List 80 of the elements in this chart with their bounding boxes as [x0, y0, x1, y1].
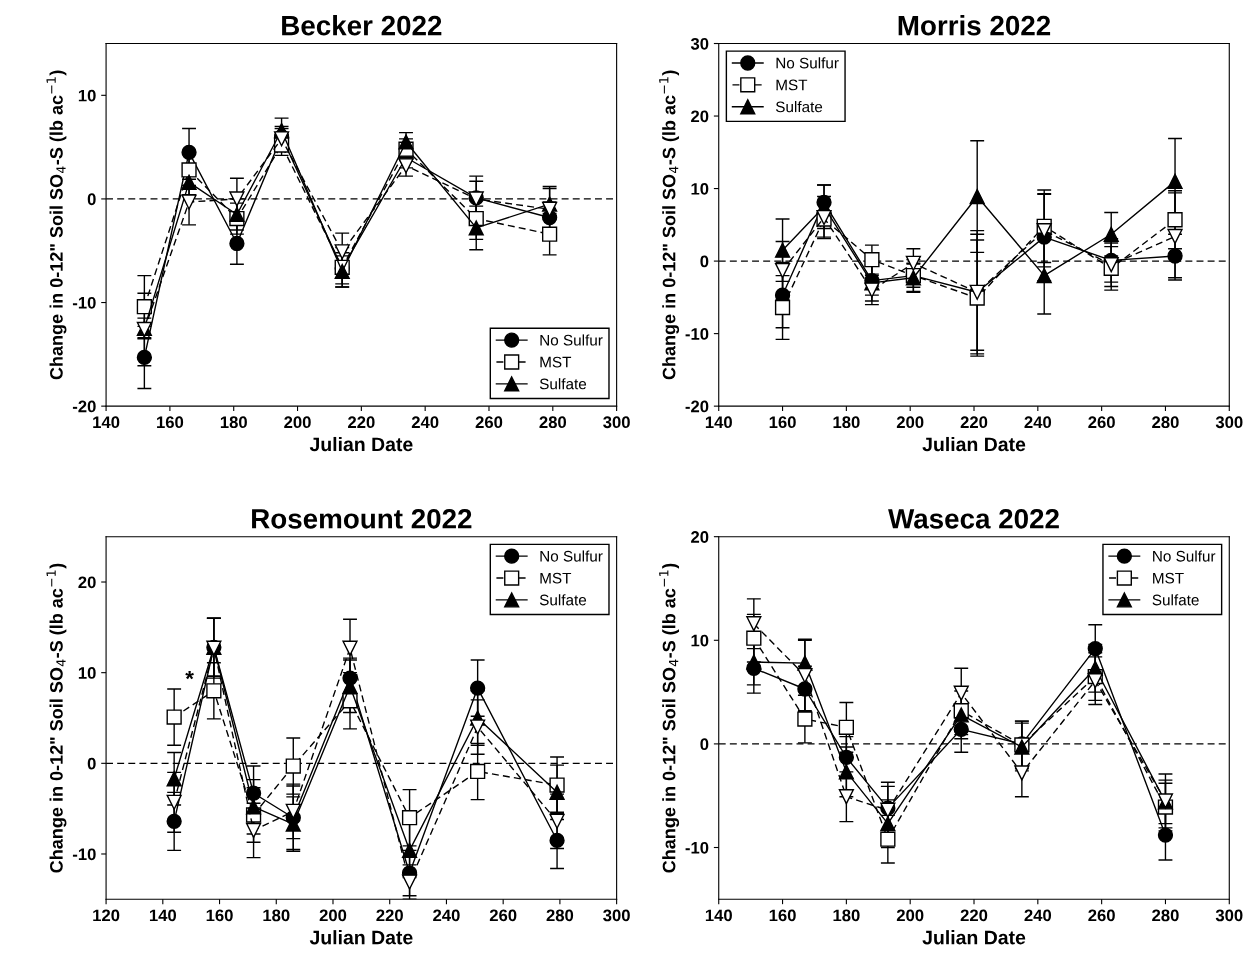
x-tick-label: 260 [489, 909, 517, 922]
legend-label: No Sulfur [540, 550, 603, 562]
x-tick-label: 160 [157, 416, 184, 429]
y-tick-label: 10 [691, 634, 709, 647]
x-tick-label: 140 [149, 909, 177, 922]
x-tick-label: 180 [833, 416, 860, 429]
y-tick-label: 20 [691, 110, 709, 123]
y-axis-title: Change in 0-12" Soil SO$_{4}$-S (lb ac$^{−1}$) [659, 563, 680, 873]
x-tick-label: 140 [93, 416, 120, 429]
y-tick-label: 0 [87, 193, 96, 206]
chart-title: Becker 2022 [282, 15, 442, 36]
y-tick-label: 0 [700, 255, 709, 268]
x-tick-label: 140 [705, 416, 732, 429]
x-tick-label: 200 [896, 909, 924, 922]
x-tick-label: 160 [206, 909, 233, 922]
y-tick-label: -20 [72, 400, 96, 413]
y-tick-label: -10 [685, 328, 709, 340]
x-tick-label: 300 [1215, 909, 1243, 922]
x-axis-title: Julian Date [309, 436, 413, 452]
x-axis-title: Julian Date [309, 930, 413, 945]
x-tick-label: 220 [960, 909, 988, 922]
y-tick-label: 30 [690, 37, 709, 50]
x-tick-label: 300 [1215, 416, 1243, 429]
y-tick-label: 20 [691, 531, 709, 543]
y-tick-label: -20 [685, 400, 709, 413]
x-tick-label: 120 [93, 909, 120, 922]
x-tick-label: 240 [433, 909, 460, 922]
x-tick-label: 180 [220, 416, 247, 429]
annotation: * [185, 670, 194, 680]
x-tick-label: 160 [769, 416, 796, 429]
x-tick-label: 260 [1088, 416, 1115, 429]
x-tick-label: 140 [705, 909, 732, 922]
x-tick-label: 200 [284, 416, 311, 429]
legend-label: No Sulfur [540, 334, 603, 346]
x-tick-label: 300 [603, 416, 630, 429]
x-axis-title: Julian Date [922, 436, 1026, 452]
x-tick-label: 240 [1024, 909, 1052, 922]
legend-label: MST [1153, 572, 1184, 584]
x-tick-label: 260 [475, 416, 503, 429]
y-axis-title: Change in 0-12" Soil SO$_{4}$-S (lb ac$^{−1}$) [46, 70, 67, 380]
x-tick-label: 220 [960, 416, 988, 429]
y-axis-title: Change in 0-12" Soil SO$_{4}$-S (lb ac$^{−1}$) [659, 70, 680, 380]
chart-title: Rosemount 2022 [252, 508, 472, 529]
chart-title: Morris 2022 [898, 15, 1051, 36]
y-tick-label: -10 [72, 296, 96, 309]
y-tick-label: 10 [691, 182, 709, 195]
x-tick-label: 200 [319, 909, 347, 922]
x-tick-label: 300 [603, 909, 630, 922]
y-tick-label: -10 [72, 848, 96, 861]
legend-label: MST [540, 572, 572, 584]
x-tick-label: 160 [769, 909, 796, 922]
x-tick-label: 180 [263, 909, 290, 922]
x-tick-label: 220 [376, 909, 403, 922]
y-tick-label: -10 [685, 841, 709, 854]
legend-label: No Sulfur [776, 57, 839, 69]
y-tick-label: 0 [700, 738, 709, 751]
x-tick-label: 280 [546, 909, 574, 922]
x-axis-title: Julian Date [922, 930, 1026, 945]
legend-label: Sulfate [539, 594, 587, 606]
x-tick-label: 240 [411, 416, 439, 429]
y-axis-title: Change in 0-12" Soil SO$_{4}$-S (lb ac$^{−1}$) [46, 563, 67, 873]
y-tick-label: 10 [78, 667, 96, 679]
x-tick-label: 220 [348, 416, 375, 429]
x-tick-label: 280 [539, 416, 567, 429]
x-tick-label: 280 [1152, 416, 1179, 429]
x-tick-label: 240 [1024, 416, 1052, 429]
x-tick-label: 200 [896, 416, 924, 429]
legend-label: Sulfate [1152, 594, 1199, 606]
legend-label: No Sulfur [1153, 550, 1216, 562]
x-tick-label: 260 [1088, 909, 1115, 922]
x-tick-label: 280 [1152, 909, 1179, 922]
legend-label: MST [540, 356, 572, 368]
y-tick-label: 0 [87, 757, 96, 770]
legend-label: Sulfate [775, 101, 823, 113]
chart-title: Waseca 2022 [888, 508, 1059, 529]
y-tick-label: 10 [78, 89, 96, 102]
legend-label: MST [776, 79, 808, 91]
legend-label: Sulfate [539, 378, 587, 390]
y-tick-label: 20 [78, 576, 96, 589]
x-tick-label: 180 [833, 909, 860, 922]
